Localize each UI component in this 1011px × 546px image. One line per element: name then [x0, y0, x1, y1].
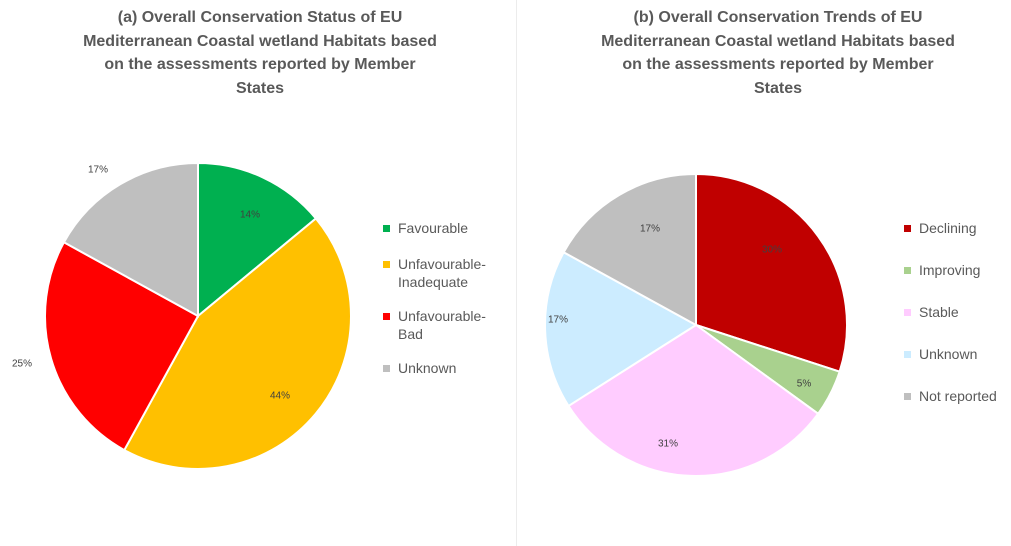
legend-swatch: [904, 309, 911, 316]
legend-swatch: [383, 261, 390, 268]
legend-swatch: [904, 351, 911, 358]
legend-label: Stable: [919, 304, 959, 320]
data-label: 44%: [270, 391, 290, 402]
data-label: 14%: [240, 210, 260, 221]
legend-item: Unfavourable- Bad: [383, 307, 486, 359]
legend-swatch: [383, 313, 390, 320]
legend-item: Unknown: [904, 345, 997, 387]
legend-swatch: [383, 225, 390, 232]
pie-slice-unfavourable-inadequate: [122, 217, 352, 470]
legend-swatch: [904, 225, 911, 232]
chart-title: (b) Overall Conservation Trends of EU Me…: [568, 6, 988, 100]
legend-label: Improving: [919, 262, 981, 278]
legend-item: Declining: [904, 219, 997, 261]
data-label: 5%: [797, 379, 812, 390]
title-line: on the assessments reported by Member: [622, 56, 934, 73]
title-line: Mediterranean Coastal wetland Habitats b…: [601, 32, 955, 50]
legend: Favourable Unfavourable- Inadequate Unfa…: [383, 219, 486, 395]
legend-label: Not reported: [919, 388, 997, 404]
title-line: (a) Overall Conservation Status of EU: [117, 9, 403, 26]
chart-panel-b: (b) Overall Conservation Trends of EU Me…: [518, 0, 1011, 546]
legend-label: Favourable: [398, 220, 469, 236]
legend-item: Improving: [904, 261, 997, 303]
data-label: 17%: [548, 315, 568, 326]
chart-title: (a) Overall Conservation Status of EU Me…: [50, 6, 470, 100]
legend-item: Stable: [904, 303, 997, 345]
data-label: 17%: [88, 165, 108, 176]
legend-item: Not reported: [904, 387, 997, 429]
legend-swatch: [904, 267, 911, 274]
data-label: 30%: [762, 245, 782, 256]
pie-slice-stable: [567, 323, 820, 477]
pie-slice-unknown: [62, 161, 199, 318]
panel-divider: [516, 0, 517, 546]
pie-slice-unfavourable-bad: [44, 240, 200, 452]
legend-swatch: [904, 393, 911, 400]
pie-chart: 30% 5% 31% 17% 17%: [544, 172, 848, 477]
legend-label: Unfavourable- Bad: [398, 308, 486, 342]
pie-slice-not-reported: [562, 172, 697, 327]
pie-slice-declining: [695, 172, 848, 373]
data-label: 25%: [12, 359, 32, 370]
legend-item: Unfavourable- Inadequate: [383, 255, 486, 307]
legend-swatch: [383, 365, 390, 372]
title-line: States: [235, 79, 285, 97]
legend-label: Unknown: [919, 346, 978, 362]
chart-panel-a: (a) Overall Conservation Status of EU Me…: [12, 6, 486, 470]
pie-chart: 14% 44% 25% 17%: [12, 161, 352, 470]
title-line: (b) Overall Conservation Trends of EU: [633, 9, 923, 26]
data-label: 17%: [640, 224, 660, 235]
legend-item: Unknown: [383, 359, 486, 395]
legend-label: Unfavourable- Inadequate: [398, 256, 486, 290]
legend: Declining Improving Stable Unknown Not r…: [904, 219, 997, 429]
legend-label: Unknown: [398, 360, 457, 376]
legend-item: Favourable: [383, 219, 486, 255]
title-line: States: [753, 79, 803, 97]
pie-slice-unknown: [544, 250, 698, 408]
legend-label: Declining: [919, 220, 977, 236]
title-line: Mediterranean Coastal wetland Habitats b…: [83, 32, 437, 50]
pie-slice-favourable: [197, 161, 318, 319]
data-label: 31%: [658, 439, 678, 450]
title-line: on the assessments reported by Member: [104, 56, 416, 73]
